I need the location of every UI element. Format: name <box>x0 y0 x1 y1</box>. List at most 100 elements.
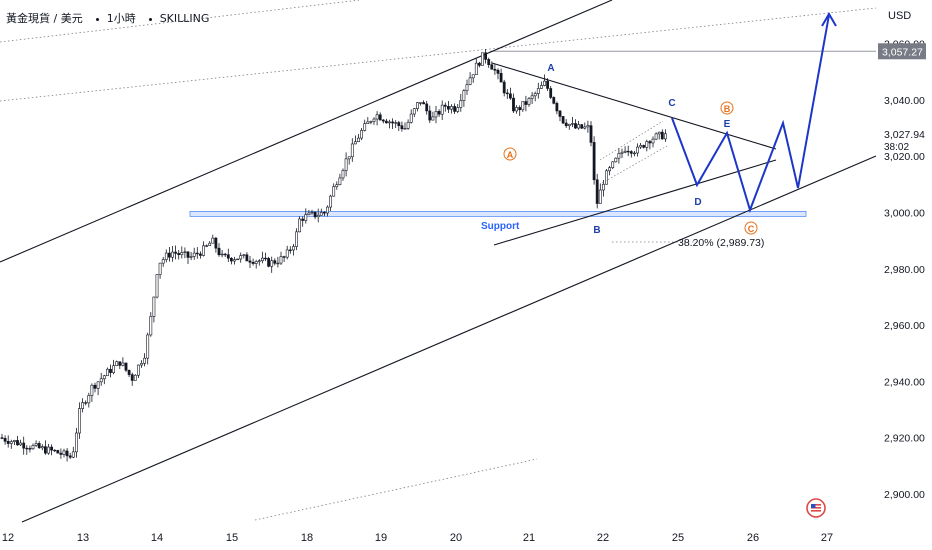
x-tick-label: 19 <box>375 532 387 544</box>
candle-body <box>143 357 147 364</box>
candle-body <box>319 212 323 216</box>
candle <box>288 246 292 254</box>
candle-body <box>62 450 66 455</box>
wave-label: C <box>668 98 675 109</box>
candle-body <box>632 152 636 155</box>
candle <box>106 367 109 377</box>
candle <box>533 91 537 102</box>
symbol-name[interactable]: 黃金現貨 / 美元 <box>6 12 83 25</box>
candle-body <box>99 378 103 383</box>
candle <box>611 161 615 170</box>
us-flag-icon[interactable] <box>806 498 826 518</box>
candle-body <box>360 130 364 139</box>
candle-body <box>124 362 128 371</box>
candle-body <box>264 257 267 260</box>
candle <box>127 369 131 378</box>
candle <box>369 120 373 125</box>
candle-body <box>25 447 29 450</box>
candle <box>6 435 10 448</box>
candle-body <box>493 68 497 71</box>
currency-label[interactable]: USD <box>888 10 912 22</box>
candle-body <box>561 116 565 124</box>
candle <box>524 95 528 112</box>
candle <box>422 100 426 105</box>
candle <box>577 120 581 130</box>
candle-body <box>530 95 534 99</box>
candle <box>663 129 667 142</box>
candle <box>31 443 35 450</box>
candle <box>322 211 326 217</box>
candle <box>25 445 29 455</box>
candle <box>660 129 664 140</box>
candle-body <box>626 150 630 153</box>
candle-body <box>598 189 602 204</box>
candle-body <box>304 214 308 221</box>
candle-body <box>425 103 429 112</box>
candle-body <box>183 251 187 253</box>
candle-body <box>115 361 119 367</box>
candle <box>335 181 339 190</box>
candle-body <box>199 253 202 256</box>
candle <box>505 89 509 100</box>
candle <box>515 105 519 114</box>
y-tick-label: 3,020.00 <box>884 151 925 163</box>
candle-body <box>422 102 426 105</box>
candle-body <box>326 206 329 214</box>
candle-body <box>642 145 646 148</box>
candle-body <box>605 170 608 185</box>
candle-body <box>43 446 47 454</box>
candle-body <box>205 245 209 247</box>
candle <box>412 107 416 118</box>
candle <box>50 444 54 456</box>
candle-body <box>515 107 519 112</box>
candle <box>109 364 112 378</box>
candle-body <box>65 450 69 457</box>
high-price-tag <box>878 43 926 60</box>
interval-label[interactable]: 1小時 <box>106 12 136 25</box>
candle-body <box>195 252 199 255</box>
x-tick-label: 20 <box>450 532 462 544</box>
candle <box>316 208 320 223</box>
candle-body <box>533 93 537 97</box>
candle-body <box>329 195 333 208</box>
candle <box>363 119 367 132</box>
candle <box>608 165 612 176</box>
candle-body <box>180 252 184 256</box>
candle-body <box>611 161 615 169</box>
candle-body <box>369 121 373 123</box>
candle <box>409 109 413 124</box>
candle-body <box>71 451 75 458</box>
candle-body <box>375 114 379 120</box>
candle <box>570 117 574 127</box>
candle-body <box>536 88 540 94</box>
candle-body <box>242 254 246 256</box>
candle-body <box>50 446 54 451</box>
candle <box>381 119 385 124</box>
candle <box>161 256 165 267</box>
last-price-tag-text: 3,027.94 <box>884 129 925 141</box>
candle-body <box>251 261 255 264</box>
support-label: Support <box>481 221 520 232</box>
candle-body <box>109 368 112 373</box>
candle-body <box>93 384 97 389</box>
candle <box>620 148 624 158</box>
candle-body <box>202 245 205 256</box>
candle-body <box>477 62 481 66</box>
candle <box>338 173 342 186</box>
candle <box>434 105 438 124</box>
candle <box>357 133 360 143</box>
candle <box>645 139 649 152</box>
candle-body <box>155 274 159 298</box>
candle <box>164 249 168 263</box>
candle <box>564 119 568 128</box>
candle <box>629 150 633 158</box>
candle <box>546 78 550 92</box>
candle-body <box>620 151 624 154</box>
candle-body <box>419 102 422 104</box>
x-tick-label: 13 <box>77 532 89 544</box>
candle-body <box>189 256 193 258</box>
y-axis: 2,900.00 2,920.00 2,940.00 2,960.00 2,980.00… <box>884 39 925 501</box>
candle <box>471 74 475 83</box>
separator-dot <box>96 17 100 21</box>
